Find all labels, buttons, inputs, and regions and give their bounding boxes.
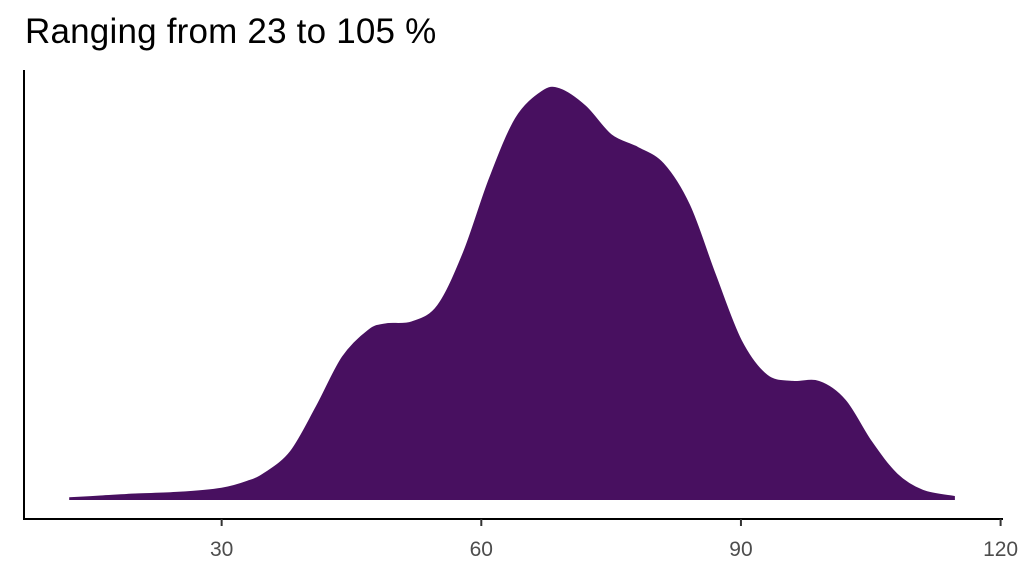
x-tick-label: 120 xyxy=(983,538,1018,561)
chart-title: Ranging from 23 to 105 % xyxy=(25,12,437,51)
x-axis-ticks: 30 60 90 120 xyxy=(210,519,1018,561)
density-area xyxy=(69,86,955,500)
x-tick-label: 90 xyxy=(729,538,752,561)
x-tick-label: 30 xyxy=(210,538,233,561)
x-tick-label: 60 xyxy=(470,538,493,561)
